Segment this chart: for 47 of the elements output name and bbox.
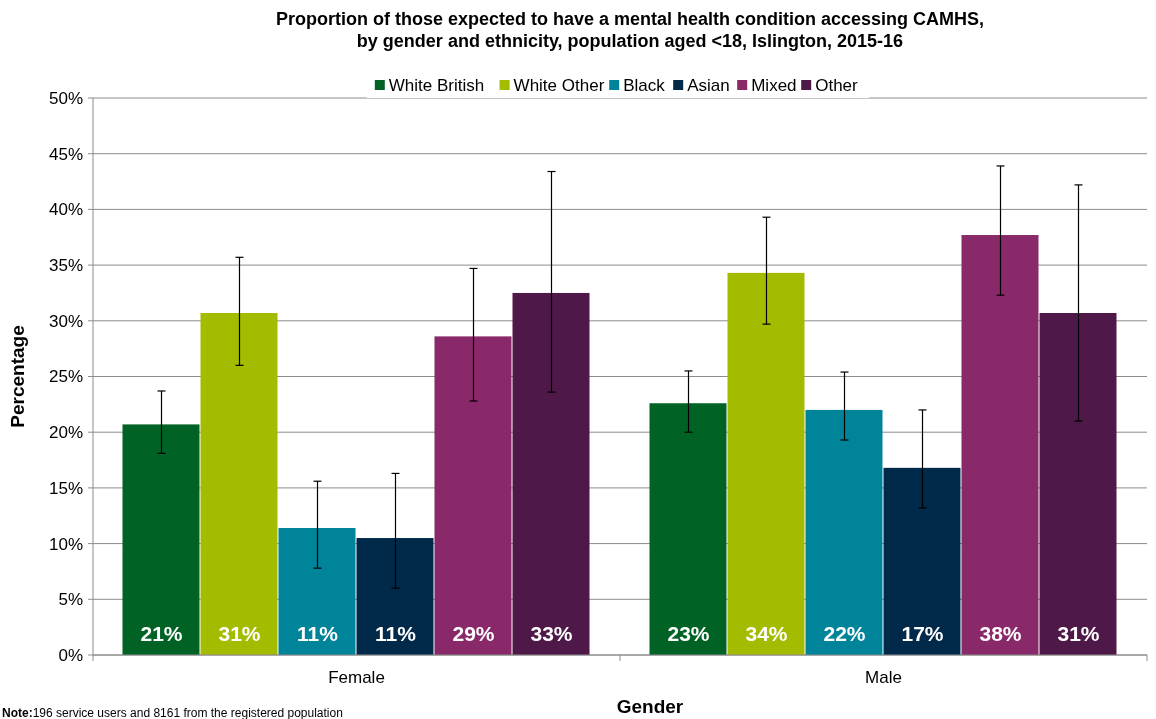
legend-label: Asian — [687, 75, 730, 95]
data-label: 22% — [823, 622, 866, 645]
y-tick-label: 0% — [58, 645, 83, 665]
bar — [805, 409, 883, 655]
bar — [200, 313, 278, 655]
bar — [961, 235, 1039, 655]
y-axis-title: Percentage — [7, 325, 28, 428]
bar — [512, 292, 590, 655]
y-tick-label: 20% — [48, 423, 83, 443]
data-label: 21% — [140, 622, 183, 645]
y-tick-label: 50% — [48, 88, 83, 108]
legend-label: White British — [388, 75, 485, 95]
y-tick-label: 35% — [48, 256, 83, 276]
y-tick-label: 10% — [48, 534, 83, 554]
data-label: 11% — [375, 622, 417, 645]
y-tick-label: 45% — [48, 144, 83, 164]
x-axis-title: Gender — [616, 696, 684, 717]
legend-label: Black — [623, 75, 666, 95]
data-label: 11% — [297, 622, 339, 645]
text: Note:196 service users and 8161 from the registered population — [2, 706, 343, 719]
y-tick-label: 5% — [58, 590, 83, 610]
bar — [278, 528, 356, 655]
y-tick-label: 40% — [48, 200, 83, 220]
legend-label: Mixed — [751, 75, 797, 95]
chart-title: Proportion of those expected to have a mental health condition accessing CAMHS, by gender and ethnicity, population aged <18, Islington, 2015-16 — [275, 9, 985, 51]
bar — [356, 538, 434, 655]
bar — [434, 336, 512, 655]
x-tick-label: Female — [328, 668, 385, 687]
x-tick-label: Male — [865, 668, 902, 687]
bar — [122, 424, 200, 655]
bar — [1039, 313, 1117, 655]
data-label: 17% — [901, 622, 944, 645]
data-label: 23% — [667, 622, 710, 645]
bar — [649, 403, 727, 655]
data-label: 29% — [452, 622, 495, 645]
data-label: 38% — [979, 622, 1022, 645]
data-label: 31% — [1057, 622, 1100, 645]
data-label: 34% — [745, 622, 788, 645]
y-tick-label: 30% — [48, 311, 83, 331]
legend-label: Other — [815, 75, 859, 95]
y-tick-label: 15% — [48, 478, 83, 498]
data-label: 31% — [218, 622, 261, 645]
bar — [727, 272, 805, 655]
y-tick-label: 25% — [48, 367, 83, 387]
data-label: 33% — [530, 622, 573, 645]
bar — [883, 467, 961, 655]
legend-label: White Other — [513, 75, 605, 95]
